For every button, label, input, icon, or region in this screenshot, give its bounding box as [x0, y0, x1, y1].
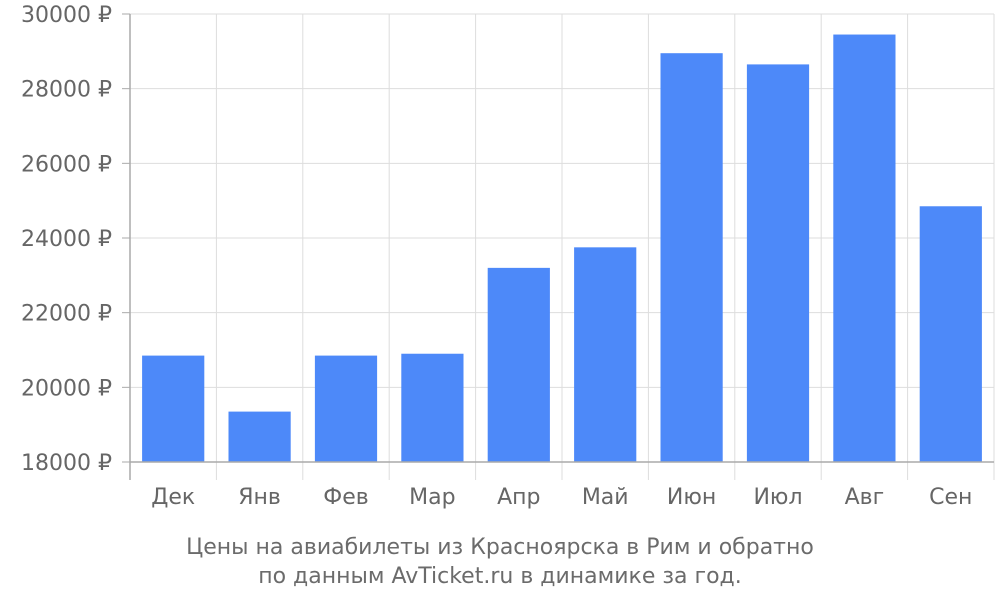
caption-line-2: по данным AvTicket.ru в динамике за год.: [258, 564, 742, 589]
chart-caption: Цены на авиабилеты из Красноярска в Рим …: [0, 533, 1000, 591]
y-tick-label: 24000 ₽: [21, 227, 112, 252]
x-tick-label: Июл: [753, 485, 802, 510]
caption-line-1: Цены на авиабилеты из Красноярска в Рим …: [186, 535, 814, 560]
x-tick-label: Авг: [845, 485, 885, 510]
x-tick-label: Дек: [151, 485, 195, 510]
x-tick-label: Сен: [929, 485, 972, 510]
y-tick-label: 30000 ₽: [21, 3, 112, 28]
x-tick-label: Июн: [667, 485, 716, 510]
y-tick-label: 28000 ₽: [21, 78, 112, 103]
axes: [122, 13, 995, 480]
x-tick-label: Апр: [497, 485, 540, 510]
bar: [142, 355, 205, 462]
bar: [660, 53, 723, 462]
bar: [314, 355, 378, 462]
tick-labels: 18000 ₽ 20000 ₽ 22000 ₽ 24000 ₽ 26000 ₽ 28000…: [21, 3, 972, 510]
bar: [746, 64, 810, 463]
x-tick-label: Фев: [323, 485, 368, 510]
y-tick-label: 18000 ₽: [21, 451, 112, 476]
y-tick-label: 26000 ₽: [21, 152, 112, 177]
x-tick-label: Янв: [238, 485, 281, 510]
bar: [487, 267, 550, 462]
x-tick-label: Май: [582, 485, 629, 510]
bars: [142, 34, 982, 463]
bar: [228, 411, 291, 462]
bar: [401, 353, 464, 462]
y-tick-label: 20000 ₽: [21, 376, 112, 401]
y-tick-label: 22000 ₽: [21, 302, 112, 327]
bar: [833, 34, 896, 463]
bar: [919, 206, 982, 462]
x-tick-label: Мар: [409, 485, 455, 510]
bar: [574, 247, 637, 462]
grid-lines: [130, 13, 995, 463]
